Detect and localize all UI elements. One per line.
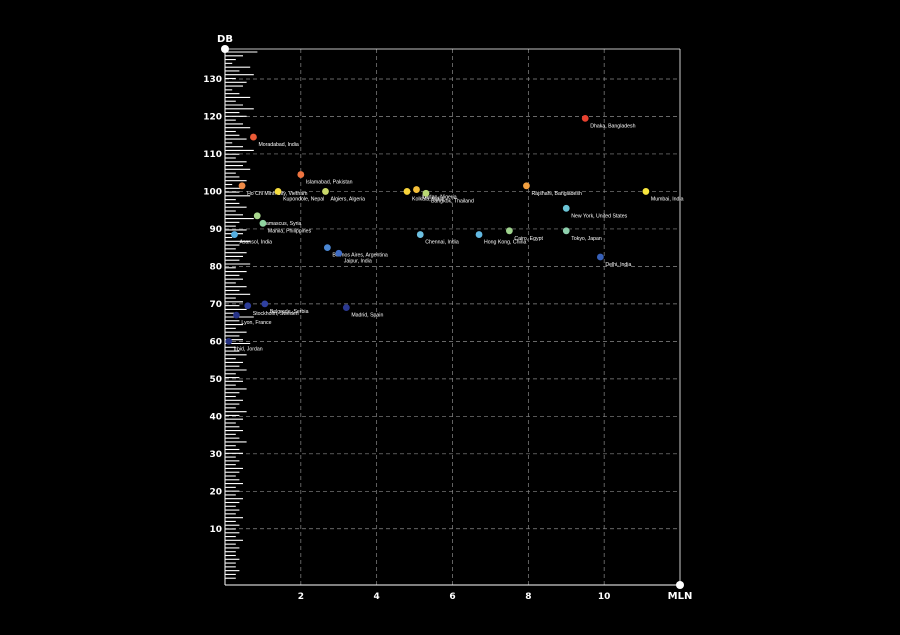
data-points: Dhaka, Bangladesh Moradabad, India Islamab…	[225, 114, 684, 352]
x-axis-end-dot	[676, 581, 684, 589]
data-point	[505, 227, 513, 235]
axes: DB MLN	[217, 34, 692, 602]
y-tick-label: 20	[209, 487, 222, 497]
data-point-label: Islamabad, Pakistan	[306, 180, 353, 186]
data-point-label: Asansol, India	[239, 240, 272, 246]
data-point-label: Mumbai, India	[651, 196, 684, 202]
data-point	[523, 182, 530, 190]
y-tick-label: 90	[209, 225, 222, 235]
y-axis-title: DB	[217, 34, 233, 45]
data-point-label: Dhaka, Bangladesh	[590, 123, 635, 129]
y-tick-label: 40	[209, 412, 222, 422]
data-point	[261, 300, 269, 308]
data-point	[416, 231, 424, 238]
data-point	[250, 133, 257, 141]
data-point	[581, 114, 589, 122]
data-point-label: Hong Kong, China	[484, 240, 527, 246]
data-point	[274, 188, 282, 195]
data-point	[335, 249, 343, 257]
data-point	[323, 244, 331, 252]
data-point	[297, 171, 305, 178]
y-tick-label: 60	[209, 337, 222, 347]
data-point	[322, 188, 329, 195]
data-point-label: Delhi, India	[605, 262, 631, 268]
data-point-label: Algiers, Algeria	[330, 196, 365, 202]
data-point	[225, 337, 233, 345]
data-point-label: Kolkata, India	[412, 196, 444, 202]
data-point-label: Bangkok, Thailand	[431, 198, 474, 204]
data-point-label: Madrid, Spain	[351, 313, 383, 319]
data-point-label: New York, United States	[571, 213, 627, 219]
data-point	[342, 304, 350, 312]
data-point	[253, 212, 261, 220]
data-point	[562, 227, 570, 235]
data-point-label: Stockholm, Sweden	[253, 311, 299, 317]
tick-labels: 2 4 6 8 10 10 20 30 40 50 60 70 80 90 100 110 120 130	[203, 75, 610, 602]
data-point	[562, 204, 570, 212]
x-tick-label: 10	[598, 592, 611, 602]
data-point-label: Jaipur, India	[344, 258, 372, 264]
x-tick-label: 2	[298, 592, 304, 602]
data-point	[475, 231, 483, 238]
y-tick-label: 120	[203, 112, 222, 122]
data-point-label: Cairo, Egypt	[514, 236, 543, 242]
data-point	[413, 186, 420, 193]
data-point	[259, 219, 267, 227]
data-point-label: Moradabad, India	[258, 142, 298, 148]
y-tick-label: 130	[203, 75, 222, 85]
data-point	[596, 253, 604, 261]
noise-distribution-bars	[225, 51, 258, 579]
data-point-label: Kupondole, Nepal	[283, 196, 324, 202]
data-point	[642, 188, 650, 195]
y-axis-end-dot	[221, 45, 229, 53]
data-point-label: Lyon, France	[241, 320, 271, 326]
data-point	[422, 189, 430, 197]
data-point-label: Irbid, Jordan	[234, 346, 263, 352]
data-point-label: Manila, Philippines	[268, 228, 312, 234]
data-point-label: Chennai, India	[425, 240, 459, 246]
data-point	[238, 182, 246, 190]
data-point	[403, 188, 411, 195]
data-point	[232, 311, 240, 319]
y-tick-label: 110	[203, 150, 222, 160]
x-tick-label: 6	[449, 592, 455, 602]
y-tick-label: 30	[209, 450, 222, 460]
data-point-label: Buenos Aires, Argentina	[332, 253, 387, 259]
data-point-label: Damascus, Syria	[262, 221, 301, 227]
y-tick-label: 70	[209, 300, 222, 310]
y-tick-label: 80	[209, 262, 222, 272]
x-axis-title: MLN	[668, 591, 693, 602]
data-point-label: Tokyo, Japan	[571, 236, 602, 242]
x-tick-label: 4	[374, 592, 380, 602]
y-tick-label: 50	[209, 375, 222, 385]
data-point-label: Belgrade, Serbia	[270, 309, 309, 315]
y-tick-label: 10	[209, 525, 222, 535]
y-tick-label: 100	[203, 187, 222, 197]
data-point-label: Ibadan, Nigeria	[421, 195, 456, 201]
data-point	[244, 302, 252, 310]
grid-lines	[225, 49, 680, 585]
data-point	[231, 231, 238, 238]
x-tick-label: 8	[525, 592, 531, 602]
data-point-label: Rajshahi, Bangladesh	[531, 191, 582, 197]
